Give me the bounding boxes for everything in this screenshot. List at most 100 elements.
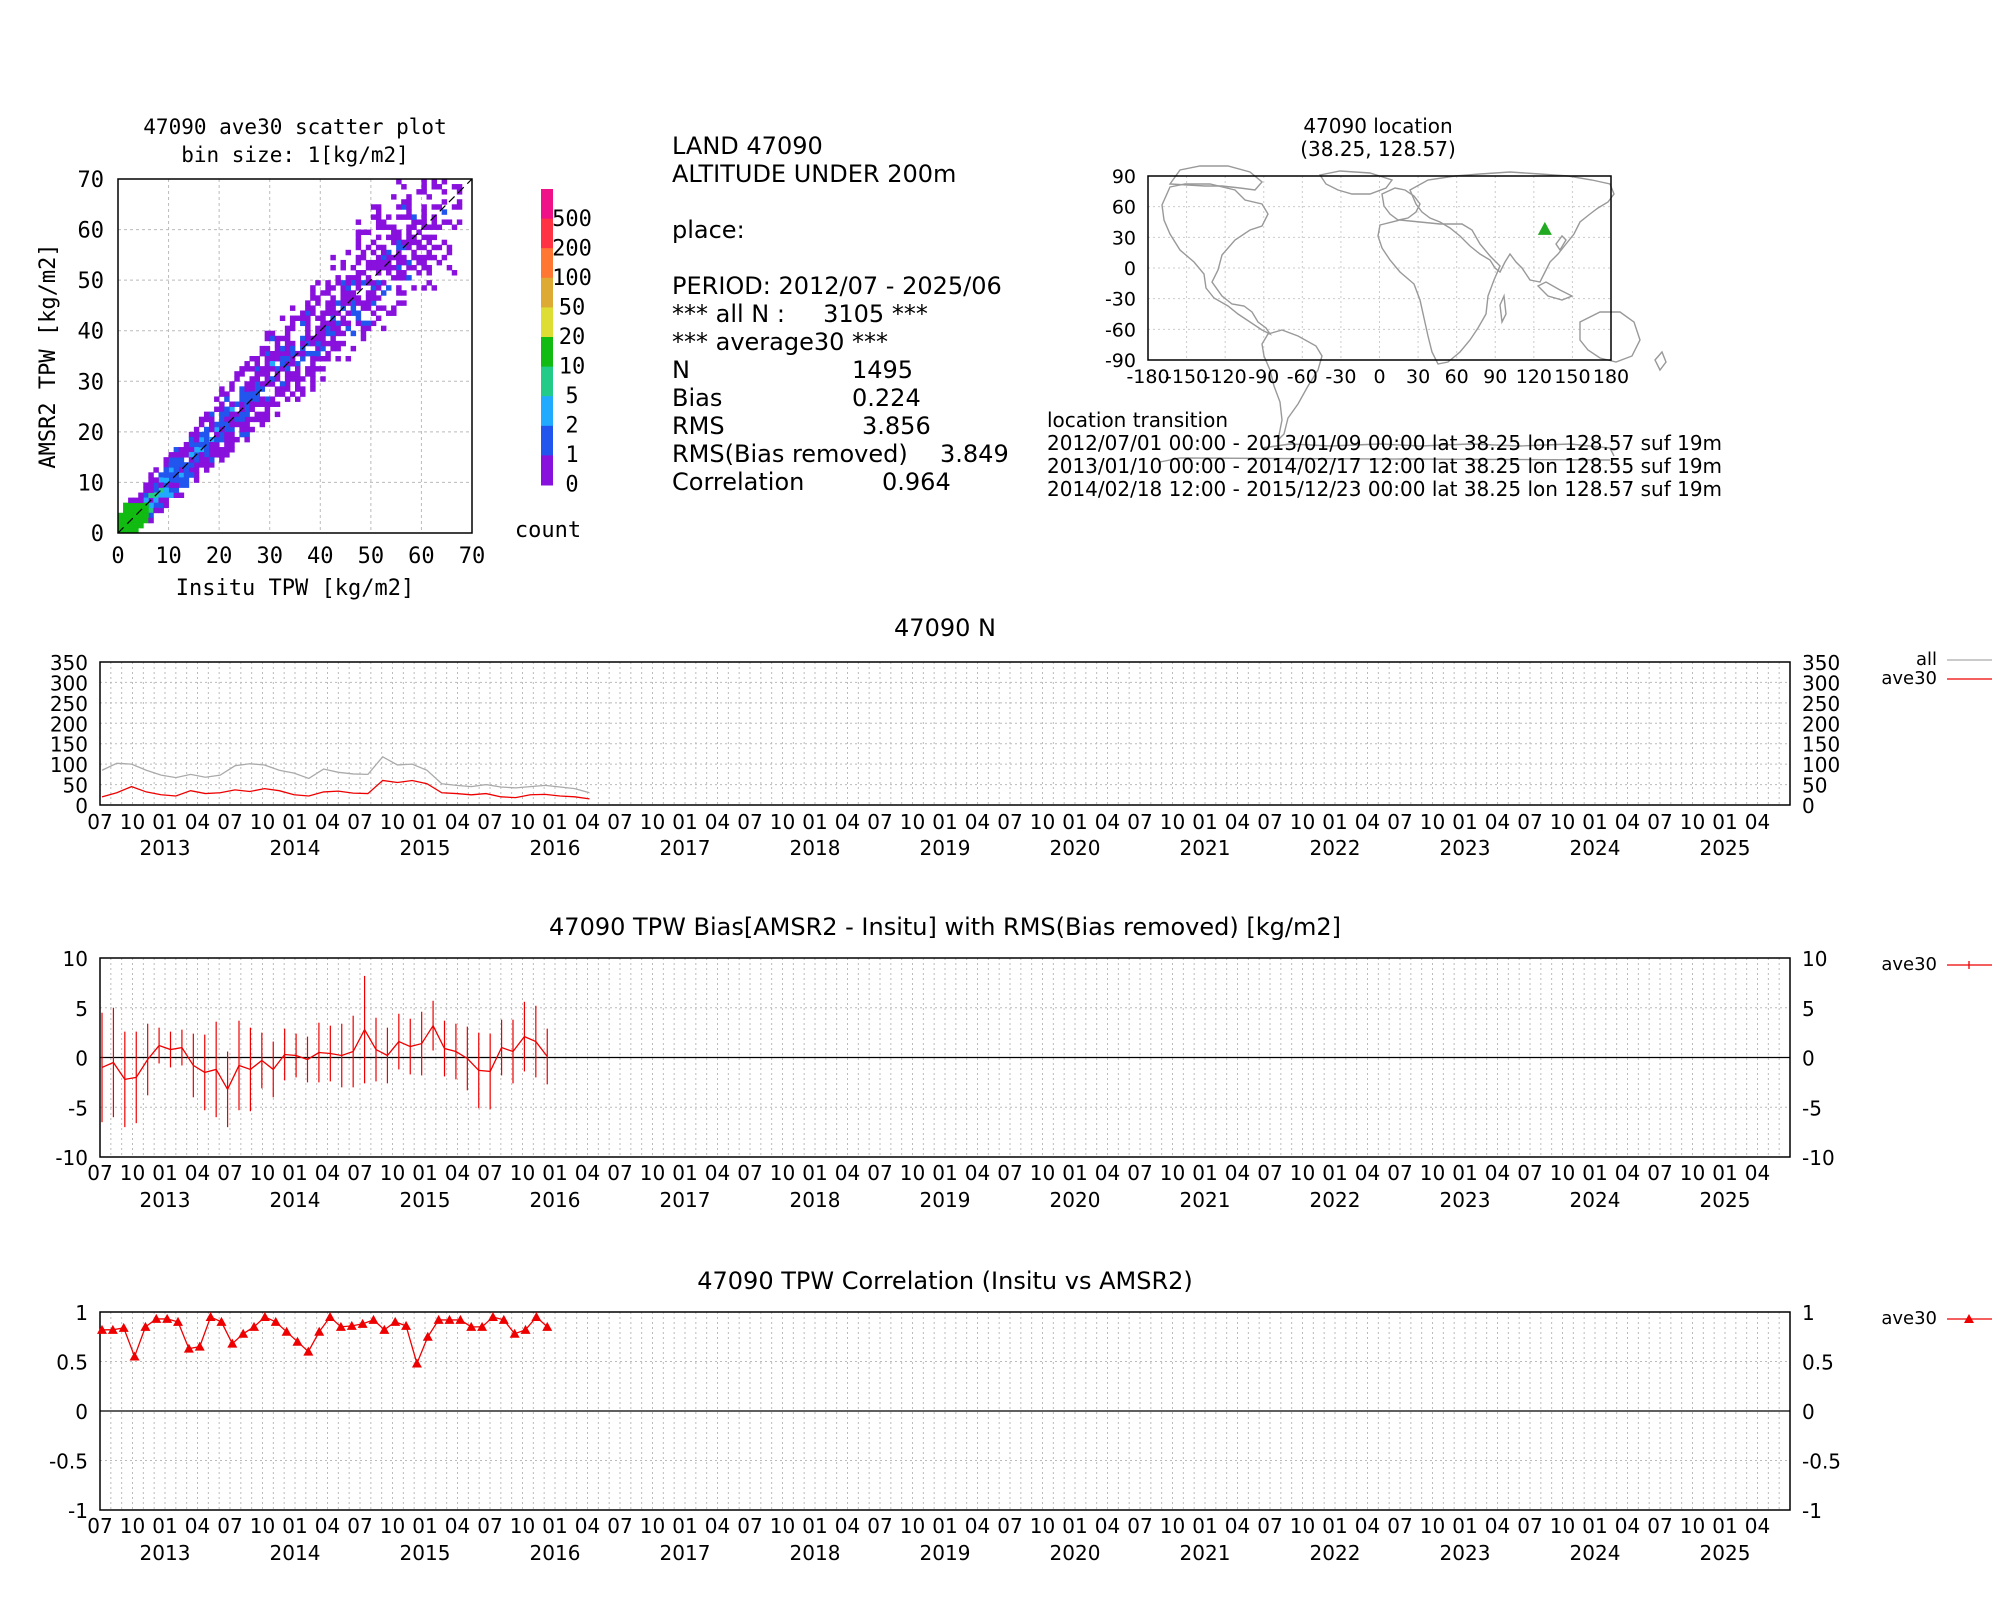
- scatter-bin: [350, 264, 357, 271]
- scatter-bin: [340, 280, 346, 286]
- scatter-bin: [421, 179, 427, 185]
- ts-month-tick: 07: [347, 1161, 372, 1185]
- scatter-bin: [234, 421, 240, 428]
- scatter-bin: [284, 325, 291, 332]
- scatter-bin: [401, 199, 407, 205]
- scatter-bin: [446, 219, 453, 225]
- scatter-bin: [224, 452, 230, 458]
- scatter-bin: [350, 310, 357, 316]
- scatter-bin: [138, 502, 144, 509]
- ts-month-tick: 10: [1290, 810, 1315, 834]
- scatter-bin: [274, 386, 281, 392]
- scatter-bin: [168, 482, 175, 488]
- scatter-bin: [335, 330, 341, 337]
- scatter-bin: [370, 310, 377, 316]
- scatter-bin: [138, 492, 144, 498]
- scatter-bin: [315, 340, 321, 347]
- scatter-bin: [380, 219, 387, 225]
- ts-month-tick: 07: [867, 1514, 892, 1538]
- scatter-bin: [198, 436, 205, 443]
- scatter-bin: [123, 527, 129, 534]
- ts-month-tick: 10: [380, 810, 405, 834]
- ts-month-tick: 10: [1420, 1514, 1445, 1538]
- ts-month-tick: 01: [802, 1161, 827, 1185]
- colorbar-label: 200: [552, 237, 592, 262]
- scatter-bin: [446, 264, 453, 271]
- scatter-bin: [345, 285, 352, 291]
- scatter-bin: [193, 431, 200, 438]
- scatter-bin: [310, 376, 316, 382]
- scatter-bin: [345, 280, 352, 286]
- scatter-bin: [284, 335, 291, 342]
- scatter-bin: [401, 254, 407, 261]
- ts-point-marker: [118, 1322, 129, 1332]
- scatter-bin: [188, 447, 195, 453]
- scatter-bin: [209, 416, 215, 423]
- scatter-bin: [239, 411, 245, 418]
- scatter-bin: [340, 315, 346, 321]
- ts-year-label: 2019: [920, 836, 971, 860]
- scatter-bin: [209, 447, 215, 453]
- scatter-bin: [315, 295, 321, 301]
- scatter-bin: [396, 275, 402, 281]
- ts-month-tick: 01: [1452, 1514, 1477, 1538]
- map-lat-tick: -30: [1105, 289, 1136, 311]
- scatter-bin: [224, 441, 230, 448]
- ts-month-tick: 01: [1582, 810, 1607, 834]
- scatter-bin: [375, 264, 382, 271]
- scatter-bin: [148, 517, 154, 524]
- scatter-bin: [289, 345, 296, 352]
- ts-point-marker: [162, 1313, 173, 1323]
- scatter-bin: [219, 421, 225, 428]
- ts-ytick-right: 0: [1802, 1400, 1815, 1424]
- scatter-bin: [436, 204, 443, 210]
- scatter-bin: [254, 381, 260, 387]
- scatter-bin: [325, 350, 331, 357]
- ts-ytick-left: 5: [75, 997, 88, 1021]
- ts-point-marker: [173, 1316, 184, 1326]
- scatter-bin: [355, 259, 362, 266]
- scatter-bin: [330, 345, 336, 352]
- scatter-bin: [193, 472, 200, 478]
- ts-year-label: 2013: [140, 1188, 191, 1212]
- ts-month-tick: 07: [737, 1161, 762, 1185]
- scatter-bin: [254, 401, 260, 407]
- colorbar-segment: [541, 307, 553, 338]
- map-lon-tick: -120: [1204, 366, 1247, 388]
- ts-month-tick: 07: [607, 1161, 632, 1185]
- colorbar-label: 2: [565, 414, 578, 439]
- scatter-bin: [370, 285, 377, 291]
- scatter-bin: [330, 320, 336, 327]
- scatter-bin: [310, 361, 316, 367]
- scatter-bin: [183, 467, 190, 473]
- scatter-bin: [451, 204, 458, 210]
- map-panel: 47090 location (38.25, 128.57) 90 60 30 0 -3…: [1047, 114, 1722, 501]
- ts-point-marker: [270, 1316, 281, 1326]
- scatter-bin: [239, 431, 245, 438]
- ts-month-tick: 01: [1322, 810, 1347, 834]
- scatter-bin: [421, 264, 427, 271]
- scatter-bin: [426, 280, 432, 286]
- ts-month-tick: 07: [1517, 1514, 1542, 1538]
- scatter-bin: [360, 280, 367, 286]
- scatter-bin: [138, 497, 144, 504]
- scatter-bin: [380, 244, 387, 251]
- scatter-bin: [198, 452, 205, 458]
- scatter-bin: [123, 512, 129, 519]
- ts-month-tick: 10: [770, 1514, 795, 1538]
- scatter-bin: [451, 270, 458, 276]
- scatter-bin: [244, 361, 250, 367]
- scatter-bin: [224, 411, 230, 418]
- scatter-bin: [163, 497, 169, 504]
- ts-month-tick: 04: [965, 1514, 990, 1538]
- scatter-bin: [239, 426, 245, 433]
- scatter-bin: [416, 254, 422, 261]
- ts-month-tick: 04: [965, 810, 990, 834]
- scatter-bin: [274, 376, 281, 382]
- ts-month-tick: 01: [152, 1514, 177, 1538]
- ts-month-tick: 04: [1355, 810, 1380, 834]
- stats-row-label: RMS: [672, 412, 725, 440]
- ts-month-tick: 07: [997, 1514, 1022, 1538]
- ts-year-label: 2024: [1570, 1541, 1621, 1565]
- scatter-bin: [188, 472, 195, 478]
